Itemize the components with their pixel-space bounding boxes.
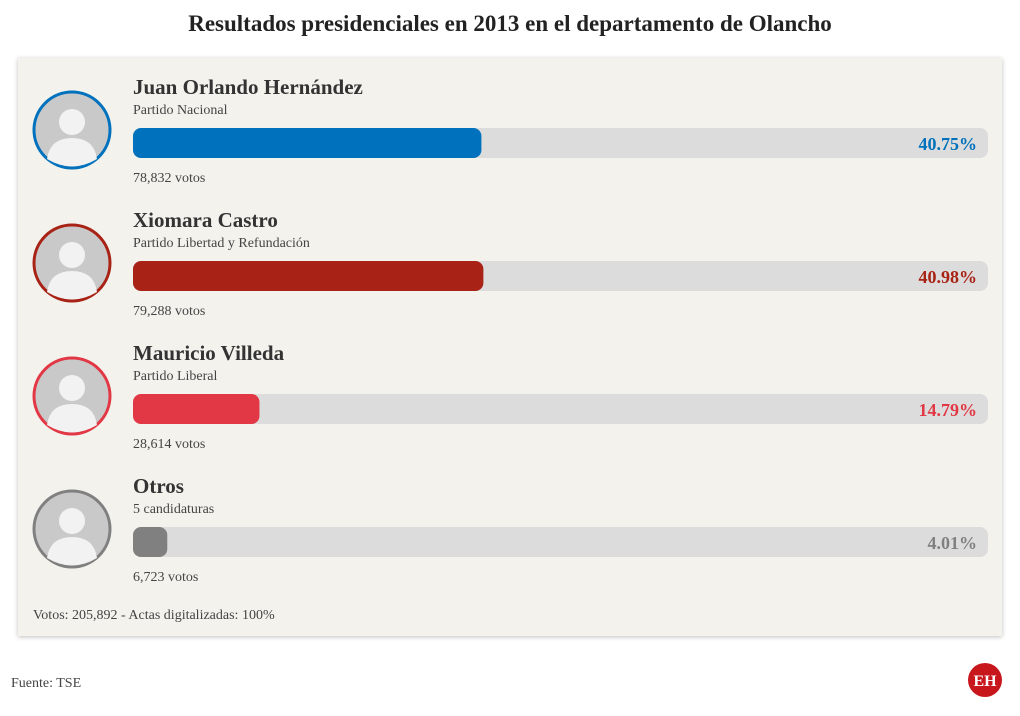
party-name: Partido Libertad y Refundación — [133, 236, 310, 251]
vote-label: 78,832 votos — [133, 171, 205, 186]
bar-track — [133, 394, 988, 424]
candidate-name: Otros — [133, 474, 184, 498]
avatar-body — [47, 537, 97, 566]
candidate-name: Juan Orlando Hernández — [133, 75, 363, 99]
bar-track — [133, 527, 988, 557]
note: Votos: 205,892 - Actas digitalizadas: 10… — [33, 608, 275, 623]
avatar-head — [59, 242, 85, 268]
avatar-body — [47, 138, 97, 167]
bar — [133, 128, 482, 158]
party-name: 5 candidaturas — [133, 502, 214, 517]
bar — [133, 394, 260, 424]
chart-title: Resultados presidenciales en 2013 en el … — [188, 11, 832, 36]
party-name: Partido Liberal — [133, 369, 217, 384]
candidate-name: Mauricio Villeda — [133, 341, 285, 365]
value-label: 4.01% — [928, 533, 978, 553]
bar — [133, 527, 168, 557]
candidate-name: Xiomara Castro — [133, 208, 278, 232]
avatar-body — [47, 271, 97, 300]
avatar-body — [47, 404, 97, 433]
avatar-head — [59, 109, 85, 135]
value-label: 40.98% — [919, 267, 978, 287]
vote-label: 79,288 votos — [133, 304, 205, 319]
avatar-head — [59, 508, 85, 534]
bar — [133, 261, 484, 291]
source: Fuente: TSE — [11, 676, 81, 691]
logo-circle — [968, 663, 1002, 697]
value-label: 40.75% — [919, 134, 978, 154]
avatar-head — [59, 375, 85, 401]
vote-label: 28,614 votos — [133, 437, 205, 452]
value-label: 14.79% — [919, 400, 978, 420]
vote-label: 6,723 votos — [133, 570, 198, 585]
party-name: Partido Nacional — [133, 103, 228, 118]
logo: EH — [973, 673, 997, 690]
